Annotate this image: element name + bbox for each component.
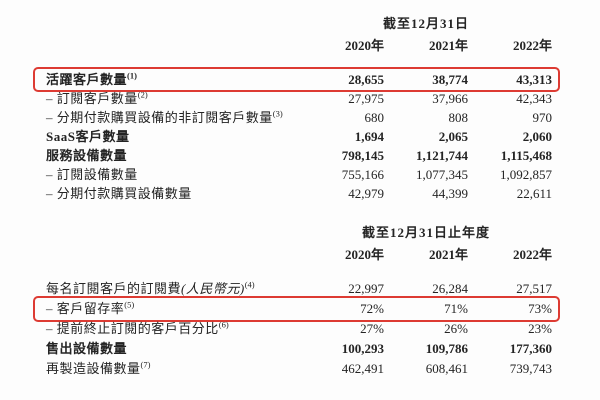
table-row: – 分期付款購買設備的非訂閱客戶數量(3) 680 808 970 [46,108,552,127]
value-cell: 462,491 [341,361,384,376]
spacer [46,246,300,263]
table-row: SaaS客戶數量 1,694 2,065 2,060 [46,127,552,146]
value-cell: 1,092,857 [500,167,552,182]
value-cell: 970 [532,110,553,125]
value-cell: 23% [528,321,552,336]
year-column-headers: 2020年 2021年 2022年 [46,37,552,54]
table-row: 每名訂閱客戶的訂閱費(人民幣元)(4) 22,997 26,284 27,517 [46,279,552,299]
year-header: 2021年 [428,247,468,262]
table-row: 活躍客戶數量(1) 28,655 38,774 43,313 [33,67,560,92]
footnote-marker: (6) [218,319,229,330]
row-label: – 訂閱設備數量 [46,167,138,182]
footnote-marker: (2) [137,89,148,100]
row-label: – 客戶留存率(5) [46,299,135,316]
table-row: – 提前終止訂閱的客戶百分比(6) 27% 26% 23% [46,319,552,339]
value-cell: 27,517 [516,281,552,296]
table-row: – 訂閱設備數量 755,166 1,077,345 1,092,857 [46,165,552,184]
spacer [46,37,300,54]
row-label: 再製造設備數量(7) [46,359,151,376]
value-cell: 71% [444,301,468,316]
value-cell: 38,774 [432,72,468,87]
value-cell: 2,065 [438,129,468,144]
value-cell: 109,786 [425,341,468,356]
value-cell: 739,743 [509,361,552,376]
value-cell: 680 [364,110,385,125]
row-label-unit: (人民幣元) [181,281,245,296]
value-cell: 2,060 [522,129,552,144]
table-section-customer-metrics: 截至12月31日 2020年 2021年 2022年 活躍客戶數量(1) 28,655… [33,16,560,203]
table-row: – 客戶留存率(5) 72% 71% 73% [33,296,560,322]
row-label: – 訂閱客戶數量(2) [46,89,148,106]
row-label: 活躍客戶數量(1) [46,70,137,87]
table-row: 再製造設備數量(7) 462,491 608,461 739,743 [46,359,552,379]
period-header: 截至12月31日 [382,16,469,31]
row-label: SaaS客戶數量 [46,129,130,144]
row-label: 售出設備數量 [46,341,128,356]
table-rows: 活躍客戶數量(1) 28,655 38,774 43,313 – 訂閱客戶數量(2) 27… [33,67,560,203]
period-header: 截至12月31日止年度 [361,225,490,240]
table-row: 服務設備數量 798,145 1,121,744 1,115,468 [46,146,552,165]
year-header: 2022年 [512,247,552,262]
year-header: 2020年 [344,38,384,53]
period-header-row: 截至12月31日止年度 [46,225,552,241]
value-cell: 27,975 [348,91,384,106]
value-cell: 1,115,468 [500,148,552,163]
period-header-row: 截至12月31日 [46,16,552,32]
year-header: 2022年 [512,38,552,53]
row-label: 每名訂閱客戶的訂閱費(人民幣元)(4) [46,279,255,296]
table-row: – 訂閱客戶數量(2) 27,975 37,966 42,343 [46,89,552,108]
value-cell: 1,694 [354,129,384,144]
value-cell: 26% [444,321,468,336]
year-column-headers: 2020年 2021年 2022年 [46,246,552,263]
value-cell: 26,284 [432,281,468,296]
value-cell: 37,966 [432,91,468,106]
value-cell: 28,655 [348,72,384,87]
table-rows: 每名訂閱客戶的訂閱費(人民幣元)(4) 22,997 26,284 27,517– 客… [33,279,560,379]
value-cell: 27% [360,321,384,336]
value-cell: 798,145 [341,148,384,163]
table-row: – 分期付款購買設備數量 42,979 44,399 22,611 [46,184,552,203]
value-cell: 100,293 [341,341,384,356]
table-section-subscription-metrics: 截至12月31日止年度 2020年 2021年 2022年 每名訂閱客戶的訂閱費(人… [33,225,560,379]
row-label: – 提前終止訂閱的客戶百分比(6) [46,319,229,336]
footnote-marker: (3) [272,108,283,119]
value-cell: 72% [360,301,384,316]
spacer [46,225,300,241]
footnote-marker: (5) [124,299,135,310]
spacer [46,16,300,32]
row-label: – 分期付款購買設備的非訂閱客戶數量(3) [46,108,283,125]
value-cell: 1,121,744 [416,148,468,163]
value-cell: 22,997 [348,281,384,296]
value-cell: 43,313 [516,72,552,87]
value-cell: 177,360 [509,341,552,356]
value-cell: 44,399 [432,186,468,201]
table-row: 售出設備數量 100,293 109,786 177,360 [46,339,552,359]
value-cell: 808 [448,110,469,125]
row-label: – 分期付款購買設備數量 [46,186,192,201]
footnote-marker: (4) [244,279,255,290]
value-cell: 73% [528,301,552,316]
value-cell: 1,077,345 [416,167,468,182]
value-cell: 755,166 [341,167,384,182]
value-cell: 608,461 [425,361,468,376]
value-cell: 22,611 [516,186,552,201]
row-label: 服務設備數量 [46,148,128,163]
value-cell: 42,343 [516,91,552,106]
footnote-marker: (1) [127,70,137,81]
year-header: 2020年 [344,247,384,262]
year-header: 2021年 [428,38,468,53]
footnote-marker: (7) [140,359,151,370]
value-cell: 42,979 [348,186,384,201]
